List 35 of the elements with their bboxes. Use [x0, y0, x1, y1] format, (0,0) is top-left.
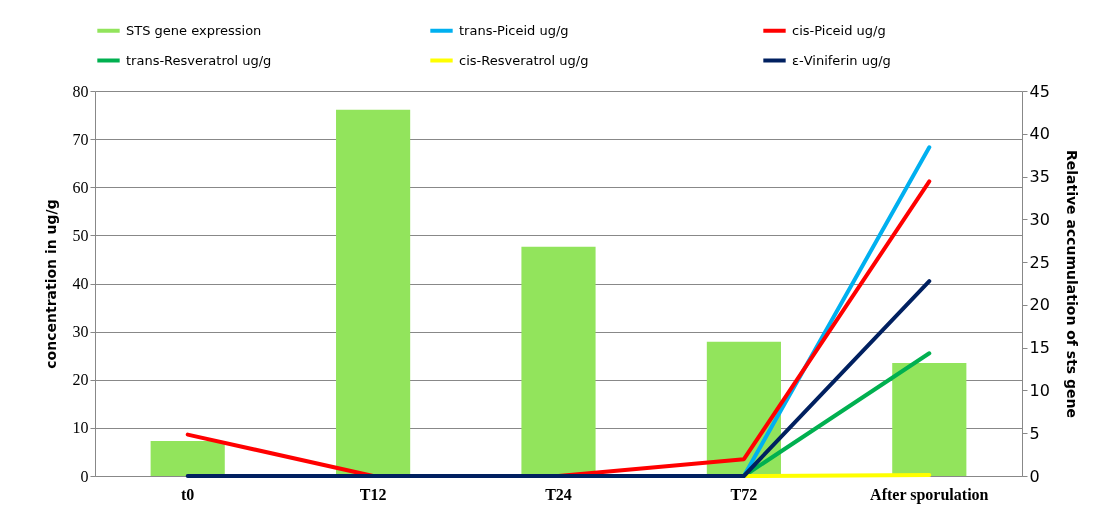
- y-tick-label: 80: [72, 82, 89, 100]
- y-tick-label: 70: [72, 130, 89, 148]
- y-tick-label: 40: [72, 275, 89, 292]
- y2-tick-label: 15: [1029, 338, 1050, 358]
- bar: [150, 440, 225, 476]
- y-tick-label: 0: [80, 467, 89, 485]
- bar: [521, 246, 596, 476]
- y-tick-label: 50: [72, 226, 89, 244]
- legend-label: trans-Resveratrol ug/g: [126, 52, 272, 68]
- y2-tick-label: 35: [1029, 167, 1050, 187]
- y2-tick-label: 30: [1029, 209, 1050, 229]
- x-tick-label: After sporulation: [870, 485, 989, 504]
- legend-label: ε-Viniferin ug/g: [792, 52, 891, 68]
- legend-label: cis-Piceid ug/g: [792, 22, 886, 38]
- y2-tick-label: 0: [1029, 466, 1040, 486]
- y-tick-label: 10: [72, 419, 89, 437]
- y2-tick-label: 5: [1029, 423, 1040, 443]
- x-tick-label: t0: [181, 485, 195, 503]
- y-tick-label: 60: [72, 178, 89, 196]
- x-tick-label: T12: [359, 485, 387, 503]
- y2-tick-label: 45: [1029, 81, 1050, 101]
- y2-tick-label: 10: [1029, 380, 1050, 400]
- legend-label: STS gene expression: [126, 22, 262, 38]
- y2-tick-label: 20: [1029, 295, 1050, 315]
- x-tick-label: T24: [545, 485, 572, 503]
- y2-tick-label: 25: [1029, 252, 1050, 272]
- x-tick-label: T72: [730, 485, 758, 503]
- legend-label: trans-Piceid ug/g: [459, 22, 569, 38]
- bar: [336, 109, 411, 476]
- y-axis-title: concentration in ug/g: [42, 199, 59, 369]
- y2-axis-title: Relative accumulation of sts gene: [1063, 149, 1080, 419]
- legend-label: cis-Resveratrol ug/g: [459, 52, 589, 68]
- y-tick-label: 20: [72, 371, 89, 389]
- y2-tick-label: 40: [1029, 124, 1050, 144]
- y-tick-label: 30: [72, 323, 89, 341]
